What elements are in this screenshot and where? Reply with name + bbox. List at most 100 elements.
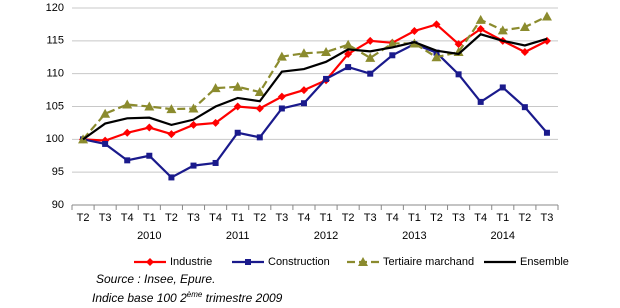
marker [454, 40, 463, 49]
y-tick-label: 100 [46, 133, 64, 145]
marker [298, 48, 309, 58]
legend-item: Tertiaire marchand [347, 256, 474, 268]
legend-label: Tertiaire marchand [383, 256, 474, 268]
marker [144, 101, 155, 111]
marker [300, 100, 307, 107]
marker [431, 52, 442, 62]
year-label: 2013 [402, 230, 426, 242]
marker [188, 103, 199, 113]
marker [232, 81, 243, 91]
year-label: 2011 [226, 230, 250, 242]
marker [211, 118, 220, 127]
x-tick-label: T3 [541, 212, 554, 224]
marker [520, 47, 529, 56]
note-text: trimestre 2009 [202, 291, 283, 305]
year-label: 2014 [491, 230, 515, 242]
x-tick-label: T4 [209, 212, 222, 224]
series-line [82, 15, 548, 141]
marker [519, 22, 530, 32]
legend-label: Industrie [170, 256, 212, 268]
marker [387, 38, 398, 48]
marker [146, 152, 153, 159]
series-line [82, 23, 548, 142]
x-tick-label: T2 [253, 212, 266, 224]
x-tick-label: T3 [99, 212, 112, 224]
note-text: Indice base 100 2 [92, 291, 187, 305]
marker [455, 71, 462, 78]
x-tick-label: T4 [121, 212, 134, 224]
x-tick-label: T2 [430, 212, 443, 224]
x-tick-label: T3 [452, 212, 465, 224]
marker [276, 51, 287, 61]
legend-item: Industrie [134, 256, 212, 268]
marker [541, 11, 552, 21]
marker [256, 134, 263, 141]
x-tick-label: T2 [165, 212, 178, 224]
y-tick-label: 95 [52, 166, 64, 178]
marker [344, 49, 353, 58]
x-tick-label: T1 [496, 212, 509, 224]
marker [122, 99, 133, 109]
marker [389, 52, 396, 59]
x-tick-label: T3 [275, 212, 288, 224]
legend-label: Construction [268, 256, 330, 268]
marker [366, 36, 375, 45]
marker [345, 64, 352, 71]
x-tick-label: T4 [386, 212, 399, 224]
x-tick-label: T4 [298, 212, 311, 224]
marker [167, 130, 176, 139]
y-tick-label: 90 [52, 199, 64, 211]
marker [190, 162, 197, 169]
x-tick-label: T2 [77, 212, 90, 224]
y-tick-label: 115 [46, 35, 64, 47]
legend-item: Ensemble [484, 256, 569, 268]
chart: 90 95 100 105 110 115 120 T2 T3 T4 T1 2010 T2 T3 T4 T1 2… [46, 2, 569, 268]
marker [476, 25, 485, 34]
marker [278, 105, 285, 112]
y-tick-label: 105 [46, 100, 64, 112]
marker [321, 46, 332, 56]
marker [323, 75, 330, 82]
y-tick-label: 110 [46, 68, 64, 80]
marker [124, 157, 131, 164]
marker [543, 129, 550, 136]
marker [233, 102, 242, 111]
note-sup: ème [186, 290, 203, 299]
note: Indice base 100 2ème trimestre 2009 [92, 290, 282, 305]
y-tick-label: 120 [46, 2, 64, 14]
x-tick-label: T2 [342, 212, 355, 224]
marker [497, 25, 508, 35]
series-line [82, 33, 548, 141]
marker [234, 129, 241, 136]
marker [432, 20, 441, 29]
x-tick-label: T1 [408, 212, 421, 224]
marker [365, 52, 376, 62]
marker [145, 123, 154, 132]
marker [521, 104, 528, 111]
marker [299, 86, 308, 95]
marker [168, 174, 175, 181]
x-tick-label: T1 [143, 212, 156, 224]
x-tick-label: T3 [187, 212, 200, 224]
year-label: 2012 [314, 230, 338, 242]
marker [123, 128, 132, 137]
marker [212, 159, 219, 166]
marker [358, 257, 368, 266]
marker [477, 98, 484, 105]
marker [189, 120, 198, 129]
marker [343, 39, 354, 49]
marker [499, 84, 506, 91]
marker [210, 83, 221, 93]
marker [245, 259, 251, 265]
marker [367, 70, 374, 77]
marker [255, 104, 264, 113]
x-tick-label: T4 [474, 212, 487, 224]
marker [410, 26, 419, 35]
marker [166, 104, 177, 114]
marker [102, 140, 109, 147]
x-tick-label: T2 [518, 212, 531, 224]
marker [475, 14, 486, 24]
x-tick-label: T1 [231, 212, 244, 224]
